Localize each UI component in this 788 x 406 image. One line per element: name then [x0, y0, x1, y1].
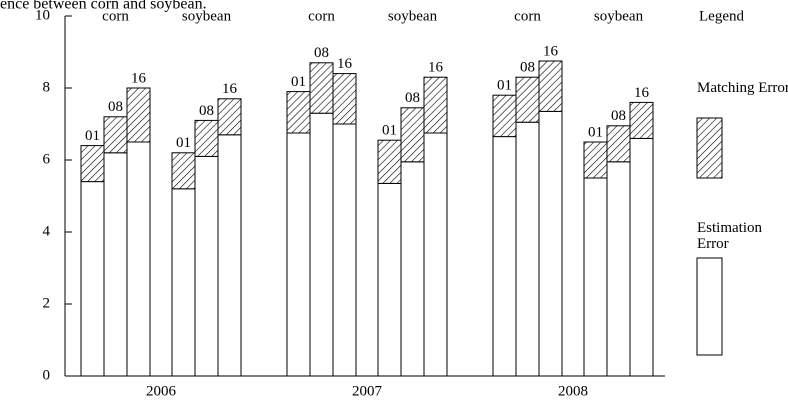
- bar-segment: [309, 112, 334, 377]
- bar-label: 01: [497, 78, 512, 94]
- bar-label: 08: [314, 45, 329, 61]
- x-group-label: 2007: [352, 383, 383, 399]
- bar-segment: [538, 60, 563, 112]
- bar-segment: [217, 98, 242, 136]
- bar-segment: [606, 161, 631, 377]
- bar-label: 08: [405, 90, 420, 106]
- bar-segment: [492, 136, 517, 377]
- bar-label: 08: [108, 99, 123, 115]
- y-tick-label: 4: [43, 223, 51, 239]
- bar-segment: [515, 121, 540, 377]
- bar-label: 16: [337, 56, 353, 72]
- bar-segment: [194, 119, 219, 157]
- bar-label: 16: [634, 85, 650, 101]
- bar-segment: [377, 139, 402, 184]
- bar-segment: [629, 137, 654, 377]
- y-tick-label: 6: [43, 151, 51, 167]
- bar-segment: [126, 141, 151, 377]
- legend-label: Estimation Error: [697, 220, 762, 252]
- bar-segment: [194, 155, 219, 377]
- bar-segment: [103, 116, 128, 154]
- bar-segment: [583, 141, 608, 179]
- bar-label: 01: [291, 74, 306, 90]
- bar-label: 01: [588, 124, 603, 140]
- x-group-label: 2006: [146, 383, 177, 399]
- bar-label: 16: [428, 60, 444, 76]
- bar-segment: [126, 87, 151, 143]
- bar-label: 16: [222, 81, 238, 97]
- bar-label: 08: [520, 60, 535, 76]
- bar-segment: [377, 182, 402, 377]
- bar-label: 01: [382, 123, 397, 139]
- crop-label: corn: [308, 8, 335, 24]
- bar-label: 08: [611, 108, 626, 124]
- bar-segment: [80, 181, 105, 377]
- bar-segment: [309, 62, 334, 114]
- crop-label: corn: [514, 8, 541, 24]
- legend-title: Legend: [699, 8, 744, 24]
- bar-segment: [171, 188, 196, 377]
- bar-segment: [629, 101, 654, 139]
- bar-segment: [515, 76, 540, 123]
- y-tick-label: 2: [43, 295, 51, 311]
- bar-label: 16: [131, 70, 147, 86]
- bar-segment: [400, 107, 425, 163]
- y-tick-label: 0: [43, 367, 51, 383]
- x-group-label: 2008: [558, 383, 588, 399]
- bar-label: 01: [85, 128, 100, 144]
- crop-label: corn: [102, 8, 129, 24]
- bar-label: 01: [176, 135, 191, 151]
- bar-segment: [423, 132, 448, 377]
- bar-segment: [583, 177, 608, 377]
- legend-label: Matching Error: [697, 80, 788, 96]
- legend-swatch: [696, 257, 723, 356]
- bar-segment: [332, 73, 357, 125]
- bar-segment: [538, 110, 563, 377]
- y-tick-label: 8: [43, 79, 51, 95]
- bar-label: 08: [199, 103, 214, 119]
- bar-segment: [400, 161, 425, 377]
- bar-segment: [171, 152, 196, 190]
- bar-segment: [286, 91, 311, 134]
- crop-label: soybean: [182, 8, 232, 24]
- chart-title: ence between corn and soybean.: [0, 0, 207, 13]
- bar-segment: [217, 134, 242, 377]
- legend-swatch: [696, 117, 723, 179]
- bar-segment: [286, 132, 311, 377]
- bar-segment: [332, 123, 357, 377]
- bar-segment: [423, 76, 448, 134]
- bar-segment: [103, 152, 128, 377]
- bar-segment: [80, 145, 105, 183]
- crop-label: soybean: [388, 8, 438, 24]
- y-tick-label: 10: [35, 7, 50, 23]
- crop-label: soybean: [594, 8, 644, 24]
- bar-segment: [606, 125, 631, 163]
- bar-segment: [492, 94, 517, 138]
- bar-label: 16: [543, 43, 559, 59]
